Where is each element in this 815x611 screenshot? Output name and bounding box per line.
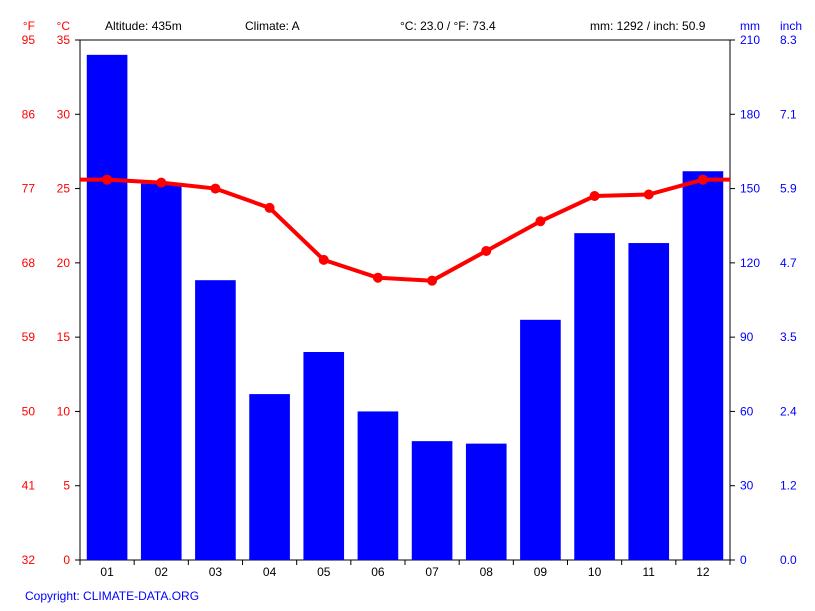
mm-label: mm <box>740 19 760 33</box>
inch-tick: 7.1 <box>780 107 797 121</box>
mm-tick: 60 <box>740 404 754 418</box>
precip-bar <box>574 233 615 560</box>
f-tick: 59 <box>22 330 36 344</box>
c-label: °C <box>57 19 71 33</box>
header-precip: mm: 1292 / inch: 50.9 <box>590 19 706 33</box>
x-tick: 08 <box>480 565 494 579</box>
temp-marker <box>427 276 437 286</box>
mm-tick: 210 <box>740 33 760 47</box>
f-tick: 68 <box>22 256 36 270</box>
inch-tick: 5.9 <box>780 182 797 196</box>
precip-bar <box>249 394 290 560</box>
c-tick: 0 <box>63 553 70 567</box>
mm-tick: 90 <box>740 330 754 344</box>
f-tick: 77 <box>22 182 36 196</box>
inch-tick: 8.3 <box>780 33 797 47</box>
temp-marker <box>535 216 545 226</box>
precip-bar <box>195 280 236 560</box>
inch-tick: 4.7 <box>780 256 797 270</box>
x-tick: 10 <box>588 565 602 579</box>
c-tick: 25 <box>57 182 71 196</box>
temp-marker <box>644 190 654 200</box>
temp-marker <box>373 273 383 283</box>
temp-marker <box>156 178 166 188</box>
header-altitude: Altitude: 435m <box>105 19 182 33</box>
x-tick: 09 <box>534 565 548 579</box>
mm-tick: 150 <box>740 182 760 196</box>
precip-bar <box>87 55 128 560</box>
temp-marker <box>590 191 600 201</box>
c-tick: 30 <box>57 107 71 121</box>
inch-tick: 3.5 <box>780 330 797 344</box>
x-tick: 12 <box>696 565 710 579</box>
temp-marker <box>698 175 708 185</box>
f-tick: 50 <box>22 404 36 418</box>
inch-tick: 2.4 <box>780 404 797 418</box>
x-tick: 03 <box>209 565 223 579</box>
precip-bar <box>683 171 724 560</box>
x-tick: 07 <box>425 565 439 579</box>
inch-tick: 1.2 <box>780 479 797 493</box>
header-climate: Climate: A <box>245 19 300 33</box>
mm-tick: 0 <box>740 553 747 567</box>
temp-marker <box>265 203 275 213</box>
mm-tick: 30 <box>740 479 754 493</box>
precip-bar <box>412 441 453 560</box>
temp-marker <box>210 184 220 194</box>
precip-bar <box>466 444 507 560</box>
temp-marker <box>319 255 329 265</box>
copyright-text: Copyright: CLIMATE-DATA.ORG <box>25 589 199 603</box>
precip-bar <box>520 320 561 560</box>
x-tick: 06 <box>371 565 385 579</box>
inch-label: inch <box>780 19 802 33</box>
c-tick: 15 <box>57 330 71 344</box>
f-tick: 41 <box>22 479 36 493</box>
c-tick: 10 <box>57 404 71 418</box>
header-temp: °C: 23.0 / °F: 73.4 <box>400 19 496 33</box>
inch-tick: 0.0 <box>780 553 797 567</box>
c-tick: 20 <box>57 256 71 270</box>
temp-marker <box>102 175 112 185</box>
c-tick: 5 <box>63 479 70 493</box>
f-tick: 32 <box>22 553 36 567</box>
precip-bar <box>358 411 399 560</box>
chart-svg: Altitude: 435m Climate: A °C: 23.0 / °F: 7… <box>0 0 815 611</box>
precip-bar <box>141 184 182 560</box>
f-tick: 95 <box>22 33 36 47</box>
x-tick: 05 <box>317 565 331 579</box>
mm-tick: 180 <box>740 107 760 121</box>
f-label: °F <box>23 19 35 33</box>
x-tick: 11 <box>643 565 656 579</box>
mm-tick: 120 <box>740 256 760 270</box>
precip-bar <box>628 243 669 560</box>
climate-chart: Altitude: 435m Climate: A °C: 23.0 / °F: 7… <box>0 0 815 611</box>
temp-marker <box>481 246 491 256</box>
x-tick: 01 <box>100 565 114 579</box>
x-tick: 02 <box>155 565 169 579</box>
f-tick: 86 <box>22 107 36 121</box>
c-tick: 35 <box>57 33 71 47</box>
x-tick: 04 <box>263 565 277 579</box>
precip-bar <box>303 352 344 560</box>
